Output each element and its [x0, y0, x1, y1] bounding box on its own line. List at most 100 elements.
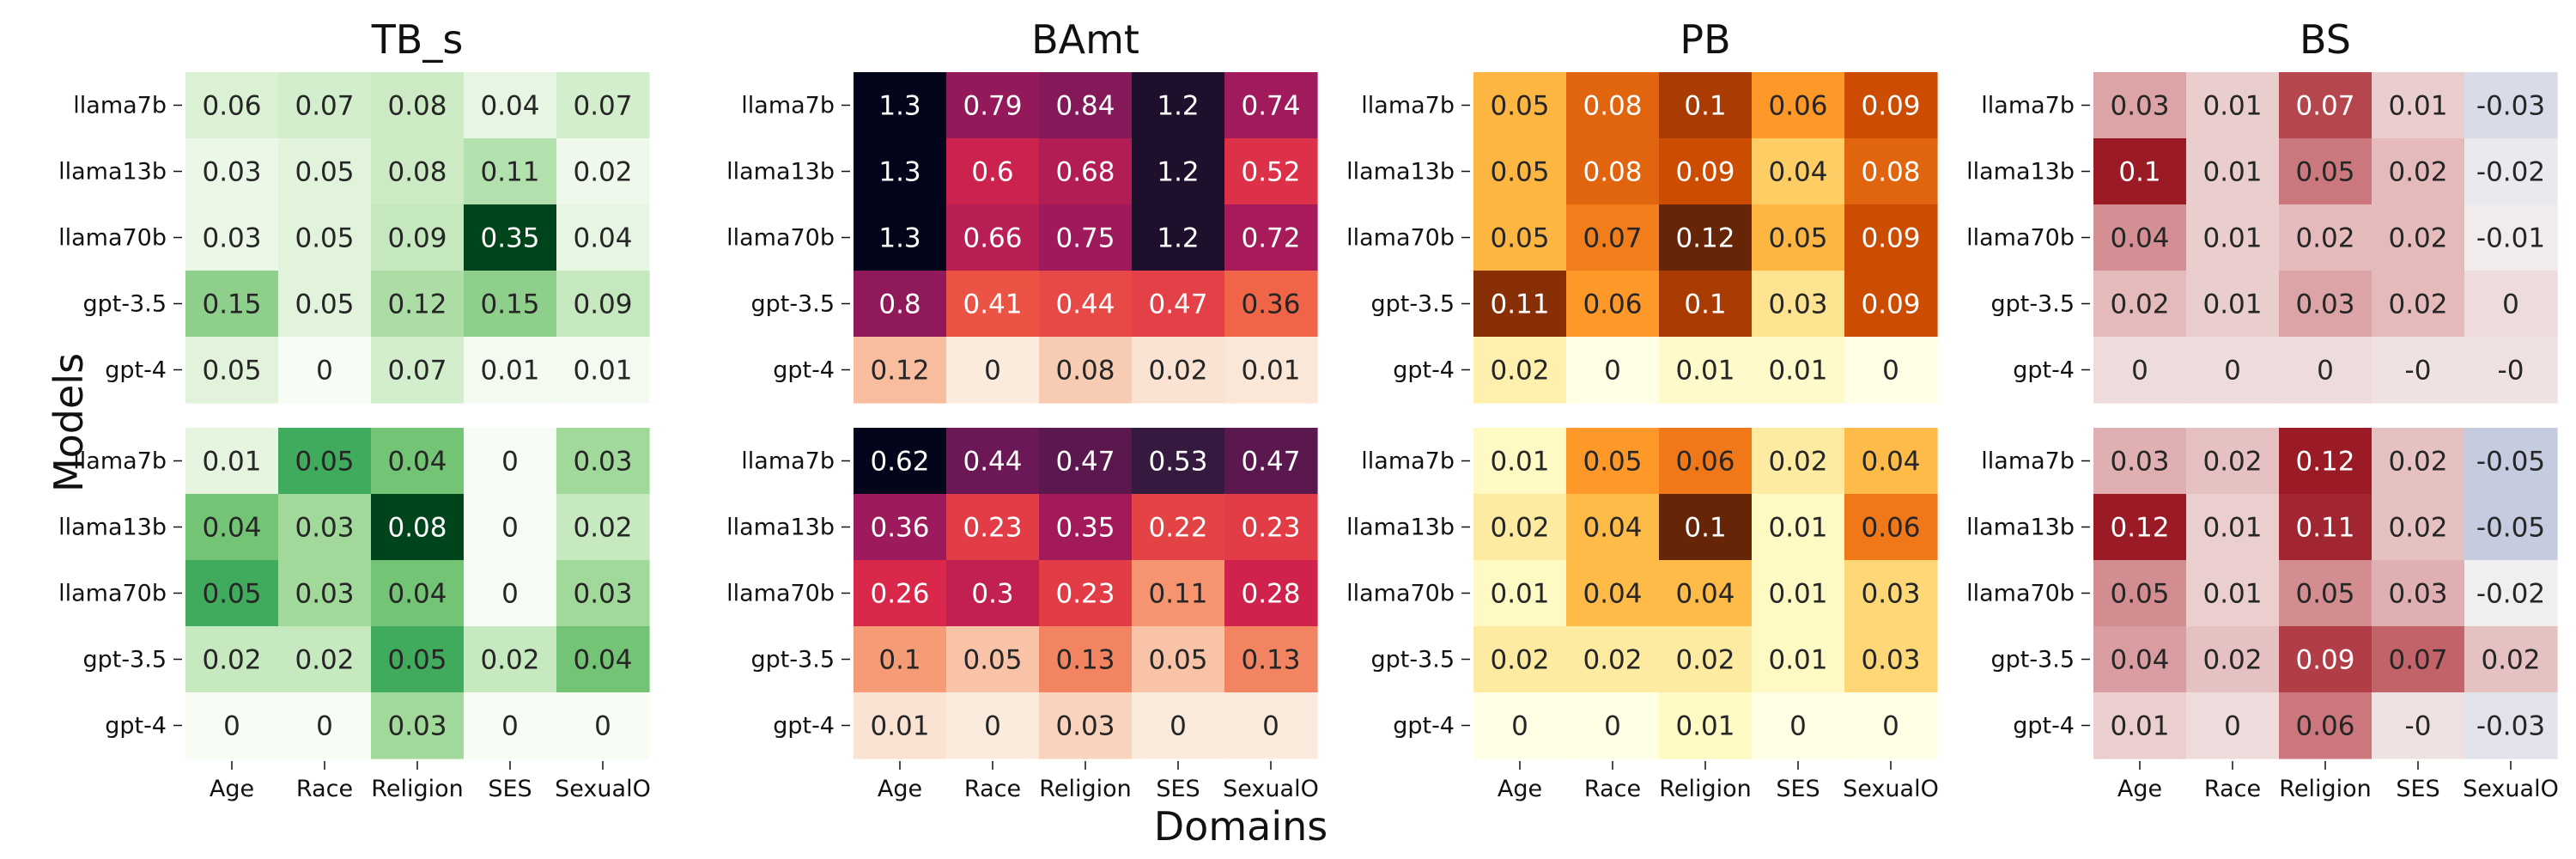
heatmap-cell	[2093, 692, 2187, 759]
row-label-gpt-4: gpt-4	[2013, 357, 2075, 384]
heatmap-panel-bottom-4: llama7b 0.03 0.02 0.12 0.02 -0.05 llama13b 0.12…	[1966, 428, 2559, 802]
column-label-race: Race	[1584, 776, 1641, 802]
row-label-gpt-3-5: gpt-3.5	[1370, 291, 1455, 318]
heatmap-cell	[2186, 271, 2280, 338]
cell-value-label: 0.11	[2295, 513, 2354, 544]
heatmap-cell	[946, 72, 1040, 139]
heatmap-cell	[1844, 72, 1938, 139]
cell-value-label: 0.05	[1583, 447, 1642, 478]
heatmap-cell	[2186, 204, 2280, 271]
cell-value-label: 0.01	[573, 356, 632, 387]
cell-value-label: 0.47	[1055, 447, 1115, 478]
row-label-gpt-3-5: gpt-3.5	[750, 647, 835, 673]
cell-value-label: 0.13	[1055, 645, 1115, 676]
cell-value-label: 0.04	[2110, 223, 2169, 254]
cell-value-label: 0.36	[870, 513, 929, 544]
heatmap-cell	[1224, 560, 1318, 627]
cell-value-label: 0.08	[387, 91, 447, 122]
heatmap-cell	[278, 271, 372, 338]
cell-value-label: 0.02	[1148, 356, 1207, 387]
cell-value-label: 0.08	[1583, 157, 1642, 188]
column-label-sexualo: SexualO	[555, 776, 651, 802]
heatmap-cell	[1473, 692, 1567, 759]
cell-value-label: 0.05	[1490, 157, 1549, 188]
cell-value-label: 0.03	[573, 579, 632, 610]
cell-value-label: 0.04	[1768, 157, 1827, 188]
cell-value-label: 0.04	[573, 645, 632, 676]
row-label-llama7b: llama7b	[73, 448, 167, 475]
cell-value-label: 0.08	[1583, 91, 1642, 122]
cell-value-label: 0.09	[1861, 289, 1920, 320]
heatmap-cell	[1844, 204, 1938, 271]
heatmap-cell	[1752, 428, 1845, 495]
cell-value-label: -0.03	[2476, 91, 2545, 122]
cell-value-label: 0	[1511, 711, 1528, 742]
heatmap-panel-bottom-1: llama7b 0.01 0.05 0.04 0 0.03 llama13b 0.04 0.03…	[58, 428, 651, 802]
heatmap-cell	[1039, 204, 1133, 271]
heatmap-cell	[1132, 626, 1225, 693]
heatmap-cell	[464, 72, 557, 139]
heatmap-panel-top-2: BAmt llama7b 1.3 0.79 0.84 1.2 0.74 llama13b 1.3…	[726, 16, 1318, 404]
row-label-llama7b: llama7b	[73, 93, 167, 119]
heatmap-cell	[464, 428, 557, 495]
cell-value-label: 0.03	[1861, 645, 1920, 676]
heatmap-cell	[1844, 560, 1938, 627]
heatmap-cell	[278, 626, 372, 693]
heatmap-cell	[371, 337, 465, 404]
heatmap-cell	[371, 72, 465, 139]
heatmap-cell	[2464, 337, 2558, 404]
column-label-age: Age	[1498, 776, 1542, 802]
heatmap-cell	[1752, 494, 1845, 561]
cell-value-label: 0.13	[1241, 645, 1300, 676]
row-label-gpt-3-5: gpt-3.5	[1370, 647, 1455, 673]
heatmap-cell	[371, 626, 465, 693]
cell-value-label: 0.02	[573, 157, 632, 188]
heatmap-cell	[556, 204, 650, 271]
heatmap-cell	[2372, 494, 2465, 561]
heatmap-cell	[1566, 692, 1660, 759]
row-label-gpt-3-5: gpt-3.5	[1990, 291, 2075, 318]
heatmap-cell	[1132, 204, 1225, 271]
column-label-religion: Religion	[371, 776, 463, 802]
row-label-llama70b: llama70b	[58, 581, 167, 607]
heatmap-cell	[556, 337, 650, 404]
heatmap-cell	[1039, 494, 1133, 561]
cell-value-label: 0.07	[2295, 91, 2354, 122]
cell-value-label: 0	[501, 579, 519, 610]
heatmap-cell	[1844, 138, 1938, 205]
column-label-religion: Religion	[2279, 776, 2371, 802]
column-label-ses: SES	[1776, 776, 1820, 802]
heatmap-cell	[185, 494, 279, 561]
cell-value-label: 0.02	[1490, 645, 1549, 676]
heatmap-cell	[185, 560, 279, 627]
row-label-llama7b: llama7b	[741, 93, 835, 119]
cell-value-label: 0.02	[2388, 157, 2447, 188]
panel-title: BS	[2300, 16, 2351, 63]
cell-value-label: 0.75	[1055, 223, 1115, 254]
heatmap-cell	[556, 494, 650, 561]
heatmap-cell	[464, 692, 557, 759]
column-label-sexualo: SexualO	[2463, 776, 2559, 802]
cell-value-label: 0.09	[2295, 645, 2354, 676]
cell-value-label: -0.05	[2476, 447, 2545, 478]
heatmap-panel-top-3: PB llama7b 0.05 0.08 0.1 0.06 0.09 llama13b 0.05…	[1346, 16, 1938, 404]
cell-value-label: 0.01	[1768, 513, 1827, 544]
cell-value-label: 0.03	[2110, 91, 2169, 122]
heatmap-cell	[2093, 626, 2187, 693]
cell-value-label: 0.05	[295, 447, 354, 478]
cell-value-label: -0	[2405, 356, 2432, 387]
cell-value-label: 0.44	[963, 447, 1022, 478]
cell-value-label: 0	[501, 447, 519, 478]
cell-value-label: 0.74	[1241, 91, 1300, 122]
heatmap-cell	[2186, 494, 2280, 561]
cell-value-label: 0.04	[202, 513, 261, 544]
heatmap-cell	[1132, 138, 1225, 205]
heatmap-cell	[2464, 138, 2558, 205]
column-label-religion: Religion	[1659, 776, 1751, 802]
cell-value-label: 0.1	[1684, 91, 1726, 122]
cell-value-label: 0.8	[878, 289, 920, 320]
cell-value-label: 0.06	[202, 91, 261, 122]
cell-value-label: 0	[2317, 356, 2334, 387]
heatmap-cell	[2279, 204, 2372, 271]
row-label-gpt-4: gpt-4	[773, 713, 835, 740]
